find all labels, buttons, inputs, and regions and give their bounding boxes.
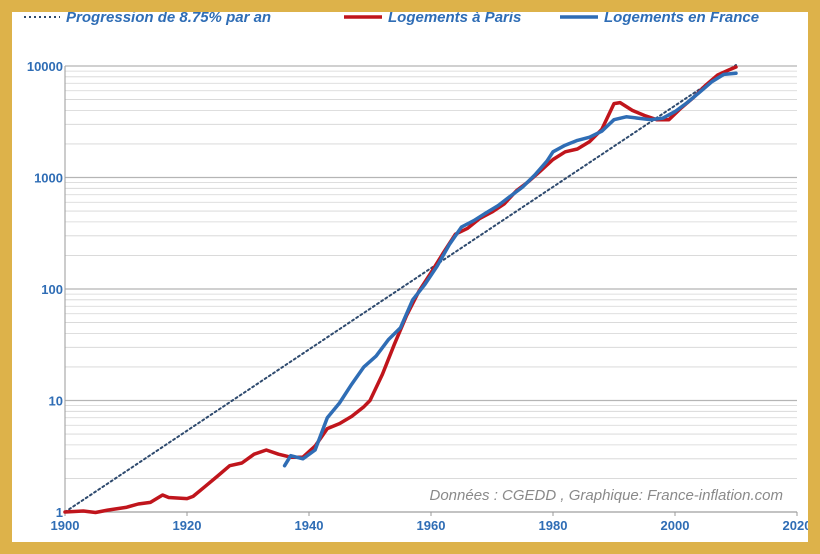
x-tick-label: 1980 [539, 518, 568, 533]
legend-label-paris: Logements à Paris [388, 12, 521, 26]
source-credit: Données : CGEDD , Graphique: France-infl… [430, 487, 784, 504]
x-tick-label: 2020 [783, 518, 808, 533]
legend-item-paris: Logements à Paris [344, 12, 521, 26]
x-tick-label: 1900 [51, 518, 80, 533]
legend: Progression de 8.75% par an Logements à … [24, 12, 759, 26]
y-tick-label: 1 [56, 505, 63, 520]
x-tick-label: 2000 [661, 518, 690, 533]
x-tick-label: 1960 [417, 518, 446, 533]
legend-item-trend: Progression de 8.75% par an [24, 12, 271, 26]
axes: 1 10 100 1000 10000 1900 1920 1940 1960 1980 2000 2… [27, 59, 808, 533]
y-tick-label: 10 [49, 394, 63, 409]
x-tick-label: 1920 [173, 518, 202, 533]
series-line-trend [64, 64, 737, 513]
legend-item-france: Logements en France [560, 12, 759, 26]
legend-label-france: Logements en France [604, 12, 759, 26]
y-tick-label: 1000 [34, 171, 63, 186]
series-line-france [282, 71, 738, 468]
legend-label-trend: Progression de 8.75% par an [66, 12, 271, 26]
y-tick-label: 10000 [27, 59, 63, 74]
series [63, 64, 738, 515]
gridlines [65, 65, 797, 513]
line-chart: 1 10 100 1000 10000 1900 1920 1940 1960 1980 2000 2… [24, 12, 808, 533]
y-tick-label: 100 [41, 282, 63, 297]
chart-frame: 1 10 100 1000 10000 1900 1920 1940 1960 1980 2000 2… [12, 12, 808, 542]
x-tick-label: 1940 [295, 518, 324, 533]
